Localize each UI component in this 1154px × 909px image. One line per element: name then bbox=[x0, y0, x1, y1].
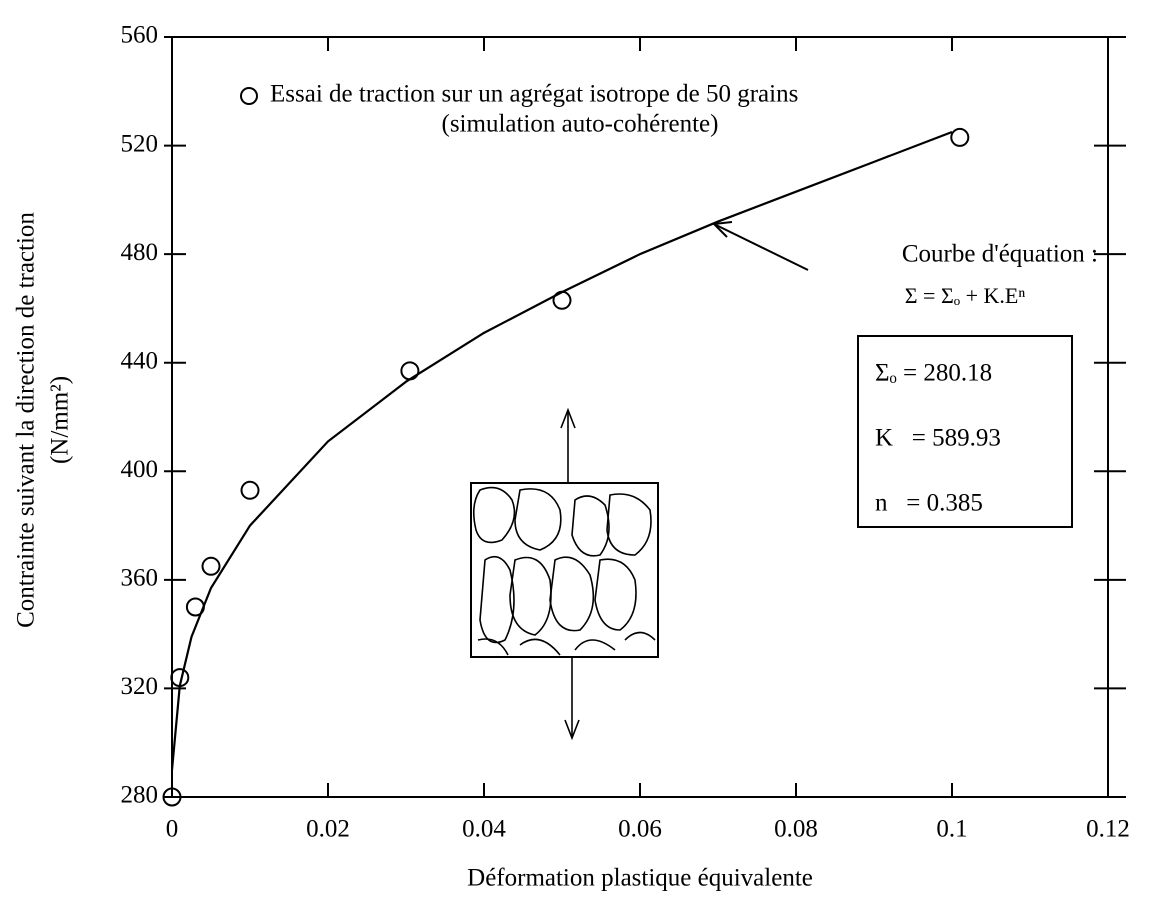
plot-frame bbox=[171, 36, 1109, 798]
legend-marker bbox=[240, 87, 258, 105]
x-tick-label: 0 bbox=[166, 816, 179, 843]
y-axis-label: Contrainte suivant la direction de tract… bbox=[13, 212, 40, 628]
equation-title: Courbe d'équation : bbox=[902, 241, 1098, 268]
x-axis-label: Déformation plastique équivalente bbox=[467, 865, 813, 892]
x-tick-label: 0.1 bbox=[936, 816, 967, 843]
y-tick-label: 440 bbox=[121, 347, 159, 374]
parameter: Σₒ = 280.18 bbox=[875, 360, 992, 387]
grain-inset bbox=[470, 407, 659, 741]
x-tick-label: 0.06 bbox=[618, 816, 662, 843]
parameter: K = 589.93 bbox=[875, 425, 1001, 452]
parameter-box bbox=[857, 335, 1073, 528]
y-tick-label: 360 bbox=[121, 565, 159, 592]
data-point bbox=[162, 787, 182, 807]
y-tick-label: 400 bbox=[121, 456, 159, 483]
legend-note: (simulation auto-cohérente) bbox=[442, 111, 719, 138]
y-tick-label: 280 bbox=[121, 782, 159, 809]
fit-curve bbox=[170, 130, 953, 770]
annotation-arrow bbox=[711, 221, 809, 271]
parameter: n = 0.385 bbox=[875, 490, 983, 517]
legend-label: Essai de traction sur un agrégat isotrop… bbox=[270, 81, 798, 108]
y-axis-label: (N/mm²) bbox=[47, 376, 74, 464]
x-tick-label: 0.12 bbox=[1086, 816, 1130, 843]
y-tick-label: 320 bbox=[121, 673, 159, 700]
data-point bbox=[950, 127, 970, 147]
equation: Σ = Σₒ + K.Eⁿ bbox=[905, 283, 1026, 308]
data-point bbox=[240, 480, 260, 500]
y-tick-label: 520 bbox=[121, 130, 159, 157]
y-tick-label: 480 bbox=[121, 239, 159, 266]
x-tick-label: 0.08 bbox=[774, 816, 818, 843]
y-tick-label: 560 bbox=[121, 22, 159, 49]
x-tick-label: 0.04 bbox=[462, 816, 506, 843]
data-point bbox=[201, 556, 221, 576]
x-tick-label: 0.02 bbox=[306, 816, 350, 843]
